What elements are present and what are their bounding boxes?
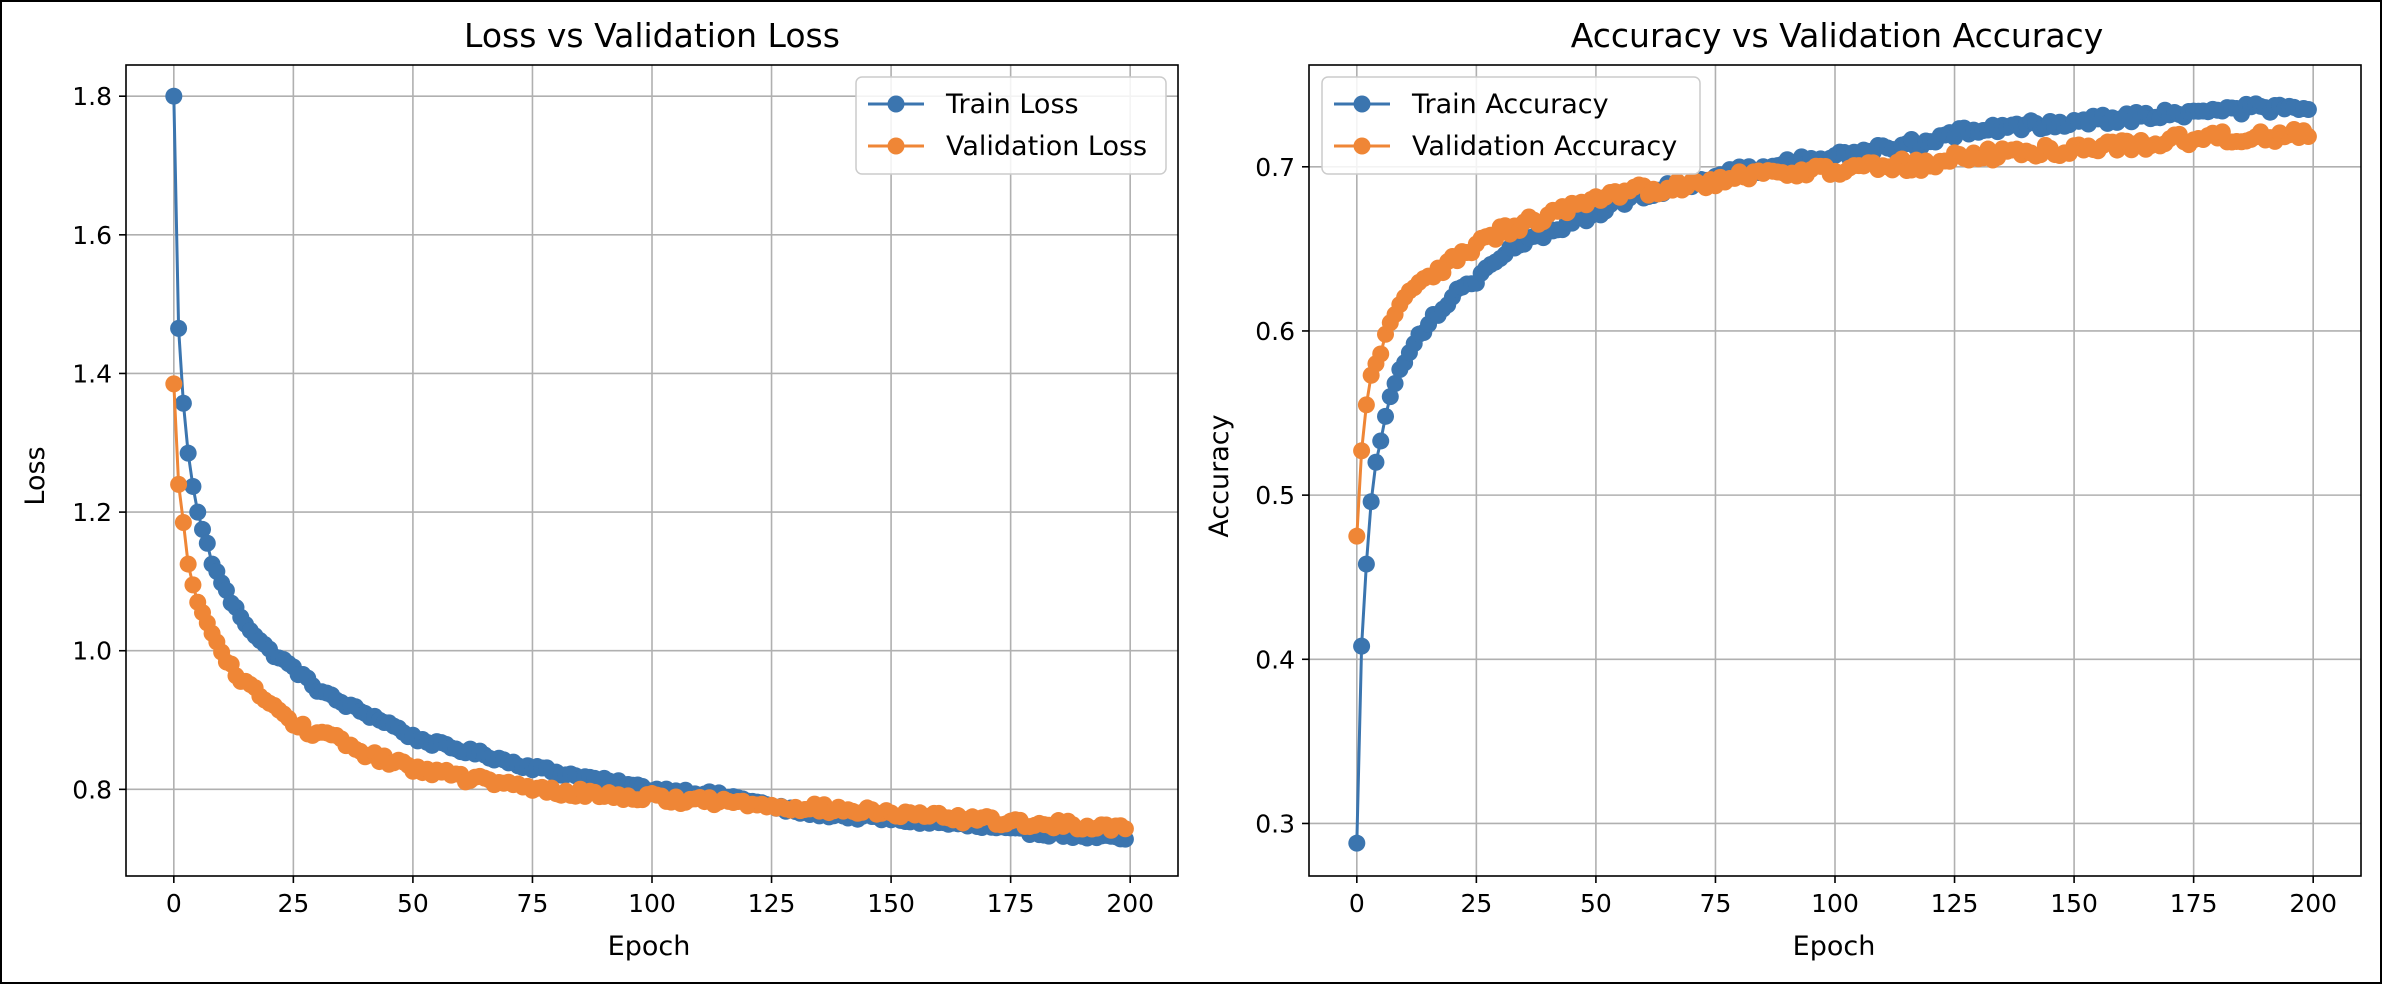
loss-xtick-label: 175 xyxy=(987,889,1035,918)
loss-xtick-label: 25 xyxy=(277,889,309,918)
train-accuracy-point xyxy=(1377,407,1395,425)
validation-accuracy-point xyxy=(1348,527,1366,545)
accuracy-xtick-label: 200 xyxy=(2289,889,2337,918)
legend-label-validation-loss: Validation Loss xyxy=(946,131,1147,162)
legend-marker-train-accuracy xyxy=(1353,95,1371,113)
train-accuracy-point xyxy=(1348,834,1366,852)
loss-chart-panel: Loss vs Validation Loss Epoch Loss 0 25 50… xyxy=(20,16,1179,962)
train-loss-point xyxy=(170,319,188,337)
train-accuracy-point xyxy=(1362,493,1380,511)
loss-chart-ylabel: Loss xyxy=(20,446,51,505)
loss-chart-title: Loss vs Validation Loss xyxy=(464,16,840,55)
train-loss-point xyxy=(194,520,212,538)
accuracy-chart-legend: Train Accuracy Validation Accuracy xyxy=(1321,76,1701,175)
accuracy-xtick-label: 100 xyxy=(1811,889,1859,918)
accuracy-xtick-label: 50 xyxy=(1580,889,1612,918)
train-accuracy-line xyxy=(1355,102,2309,844)
validation-accuracy-line xyxy=(1355,127,2310,537)
loss-chart-legend: Train Loss Validation Loss xyxy=(855,76,1167,175)
accuracy-xtick-label: 75 xyxy=(1700,889,1732,918)
accuracy-ytick-label: 0.3 xyxy=(1255,809,1295,838)
validation-loss-point xyxy=(174,513,192,531)
loss-xtick-label: 75 xyxy=(517,889,549,918)
loss-chart-legend-box xyxy=(855,76,1167,175)
loss-ytick-label: 1.0 xyxy=(72,637,112,666)
validation-loss-point xyxy=(1116,820,1134,838)
train-accuracy-point xyxy=(1381,388,1399,406)
legend-marker-train-loss xyxy=(887,95,905,113)
validation-loss-point xyxy=(165,375,183,393)
train-accuracy-point xyxy=(1367,453,1385,471)
loss-ytick-label: 0.8 xyxy=(72,775,112,804)
train-loss-point xyxy=(189,503,207,521)
train-loss-point xyxy=(198,534,216,552)
train-loss-point xyxy=(179,444,197,462)
loss-xtick-label: 150 xyxy=(867,889,915,918)
accuracy-chart-panel: Accuracy vs Validation Accuracy Epoch Ac… xyxy=(1204,16,2362,962)
loss-xtick-label: 0 xyxy=(166,889,182,918)
train-accuracy-point xyxy=(1372,432,1390,450)
loss-chart-xlabel: Epoch xyxy=(608,931,691,962)
train-loss-point xyxy=(165,87,183,105)
accuracy-xtick-label: 175 xyxy=(2170,889,2218,918)
train-loss-point xyxy=(174,394,192,412)
validation-loss-point xyxy=(170,475,188,493)
accuracy-chart-title: Accuracy vs Validation Accuracy xyxy=(1571,16,2103,55)
accuracy-chart-legend-box xyxy=(1321,76,1701,175)
train-accuracy-point xyxy=(1386,374,1404,392)
loss-xtick-label: 200 xyxy=(1106,889,1154,918)
accuracy-ytick-label: 0.7 xyxy=(1255,153,1295,182)
loss-xtick-label: 50 xyxy=(397,889,429,918)
loss-ytick-label: 1.6 xyxy=(72,221,112,250)
legend-label-train-loss: Train Loss xyxy=(945,89,1079,120)
validation-accuracy-point xyxy=(1357,396,1375,414)
accuracy-chart-ylabel: Accuracy xyxy=(1204,414,1235,537)
validation-accuracy-point xyxy=(1353,442,1371,460)
train-loss-point xyxy=(184,477,202,495)
loss-ytick-label: 1.4 xyxy=(72,359,112,388)
accuracy-ytick-label: 0.5 xyxy=(1255,481,1295,510)
train-accuracy-point xyxy=(1357,555,1375,573)
legend-marker-validation-accuracy xyxy=(1353,137,1371,155)
loss-ytick-label: 1.8 xyxy=(72,82,112,111)
accuracy-chart-xlabel: Epoch xyxy=(1793,931,1876,962)
accuracy-ytick-label: 0.4 xyxy=(1255,645,1295,674)
validation-loss-point xyxy=(184,576,202,594)
accuracy-xtick-label: 125 xyxy=(1931,889,1979,918)
accuracy-xtick-label: 150 xyxy=(2050,889,2098,918)
accuracy-xtick-label: 25 xyxy=(1460,889,1492,918)
loss-ytick-label: 1.2 xyxy=(72,498,112,527)
accuracy-ytick-label: 0.6 xyxy=(1255,317,1295,346)
validation-loss-point xyxy=(179,555,197,573)
train-accuracy-point xyxy=(2299,101,2317,119)
validation-accuracy-point xyxy=(1372,345,1390,363)
accuracy-xtick-label: 0 xyxy=(1349,889,1365,918)
legend-marker-validation-loss xyxy=(887,137,905,155)
validation-accuracy-point xyxy=(2299,128,2317,146)
loss-xtick-label: 125 xyxy=(748,889,796,918)
train-accuracy-point xyxy=(1353,637,1371,655)
validation-loss-line xyxy=(172,383,1127,833)
legend-label-validation-accuracy: Validation Accuracy xyxy=(1412,131,1677,162)
legend-label-train-accuracy: Train Accuracy xyxy=(1411,89,1609,120)
loss-xtick-label: 100 xyxy=(628,889,676,918)
